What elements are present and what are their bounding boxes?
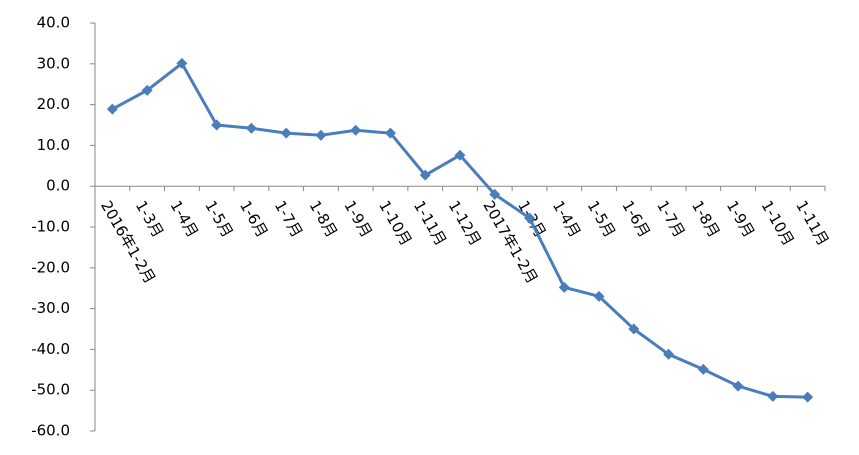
y-tick-label: -50.0 (31, 381, 70, 399)
x-tick-label: 1-7月 (271, 197, 306, 240)
x-tick-label: 1-9月 (723, 197, 758, 240)
y-tick-label: -20.0 (31, 258, 70, 276)
y-tick-label: 40.0 (37, 14, 70, 32)
marker (454, 149, 466, 161)
marker (176, 57, 188, 69)
x-tick-label: 1-8月 (306, 197, 341, 240)
x-tick-label: 1-12月 (445, 197, 485, 248)
marker (802, 391, 814, 403)
marker (384, 127, 396, 139)
x-tick-label: 1-8月 (688, 197, 723, 240)
x-tick-label: 1-3月 (132, 197, 167, 240)
y-tick-label: -40.0 (31, 340, 70, 358)
marker (106, 103, 118, 115)
y-tick-label: -10.0 (31, 218, 70, 236)
marker (732, 380, 744, 392)
x-tick-label: 1-6月 (618, 197, 653, 240)
marker (524, 212, 536, 224)
marker (558, 281, 570, 293)
y-tick-label: 10.0 (37, 136, 70, 154)
marker (350, 124, 362, 136)
marker (489, 188, 501, 200)
x-tick-label: 1-4月 (549, 197, 584, 240)
marker (280, 127, 292, 139)
x-tick-label: 1-10月 (375, 197, 415, 248)
marker (697, 363, 709, 375)
x-tick-label: 1-11月 (792, 197, 832, 248)
marker (211, 119, 223, 131)
y-tick-label: -60.0 (31, 422, 70, 440)
y-tick-label: -30.0 (31, 299, 70, 317)
x-tick-label: 1-9月 (340, 197, 375, 240)
x-tick-label: 1-4月 (167, 197, 202, 240)
x-tick-label: 1-7月 (653, 197, 688, 240)
marker (141, 84, 153, 96)
marker (593, 290, 605, 302)
x-tick-label: 1-5月 (201, 197, 236, 240)
x-tick-label: 1-5月 (584, 197, 619, 240)
marker (245, 122, 257, 134)
x-tick-label: 1-11月 (410, 197, 450, 248)
marker (767, 390, 779, 402)
marker (663, 348, 675, 360)
marker (628, 323, 640, 335)
marker (315, 129, 327, 141)
y-tick-label: 30.0 (37, 54, 70, 72)
x-tick-label: 1-6月 (236, 197, 271, 240)
y-tick-label: 0.0 (46, 177, 70, 195)
x-tick-label: 1-10月 (757, 197, 797, 248)
marker (419, 169, 431, 181)
y-tick-label: 20.0 (37, 95, 70, 113)
